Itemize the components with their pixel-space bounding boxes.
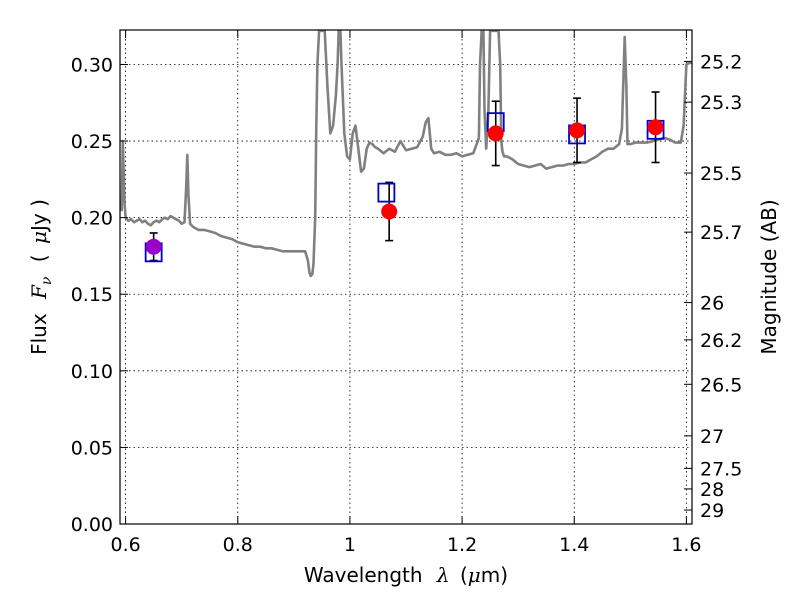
x-axis-label: Wavelength λ (μm) [304, 563, 508, 587]
y-tick-label: 0.05 [71, 437, 113, 459]
y2-tick-label: 25.3 [700, 92, 742, 114]
y-tick-label: 0.30 [71, 54, 113, 76]
x-tick-label: 1.2 [447, 534, 477, 556]
x-axis-label-unit-rest: m) [481, 563, 508, 587]
y2-tick-label: 26.5 [700, 374, 742, 396]
x-tick-label: 1.4 [559, 534, 589, 556]
y-tick-label: 0.10 [71, 361, 113, 383]
x-axis-label-prefix: Wavelength [304, 563, 423, 587]
y2-tick-label: 29 [700, 500, 724, 522]
observed-point [569, 122, 586, 139]
y2-tick-label: 25.2 [700, 51, 742, 73]
y-axis-label-unit-symbol: μ [27, 231, 51, 244]
y2-tick-label: 28 [700, 479, 724, 501]
model-spectrum-line [120, 30, 692, 278]
y-tick-label: 0.00 [71, 514, 113, 536]
x-axis-label-unit-open: ( [460, 563, 468, 587]
observed-point [647, 119, 664, 136]
x-tick-label: 1 [344, 534, 356, 556]
x-tick-label: 0.8 [223, 534, 253, 556]
model-bandpass-square [377, 182, 396, 203]
observed-point [381, 203, 398, 220]
y-tick-label: 0.20 [71, 208, 113, 230]
y-tick-label: 0.15 [71, 284, 113, 306]
y-axis-label-subscript: ν [39, 276, 55, 285]
y2-tick-label: 25.7 [700, 222, 742, 244]
y-axis-label: Flux Fν ( μJy ) [27, 199, 56, 355]
y-axis-label-unit-open: ( [27, 254, 51, 262]
model-spectrum-layer [120, 30, 692, 278]
plot-frame [119, 29, 693, 525]
y-axis-label-unit-rest: Jy ) [27, 199, 51, 233]
y2-tick-label: 26 [700, 293, 724, 315]
observed-point [145, 238, 162, 255]
y-tick-label: 0.25 [71, 131, 113, 153]
x-tick-label: 0.6 [110, 534, 140, 556]
data-markers-layer [144, 91, 665, 263]
y2-tick-label: 26.2 [700, 330, 742, 352]
x-axis-label-symbol: λ [436, 563, 450, 587]
x-tick-label: 1.6 [671, 534, 701, 556]
y-axis-label-prefix: Flux [27, 313, 51, 355]
y2-tick-label: 25.5 [700, 163, 742, 185]
x-axis-label-unit-symbol: μ [468, 563, 481, 587]
y2-tick-label: 27 [700, 426, 724, 448]
axis-ticks: 0.6 0.8 1 1.2 1.4 1.6 0.00 0.05 0.10 0.15 0.20 0.25… [71, 30, 742, 556]
y2-tick-label: 27.5 [700, 458, 742, 480]
y2-axis-label: Magnitude (AB) [757, 199, 781, 354]
y-axis-label-symbol: F [27, 284, 51, 300]
observed-point [487, 125, 504, 142]
